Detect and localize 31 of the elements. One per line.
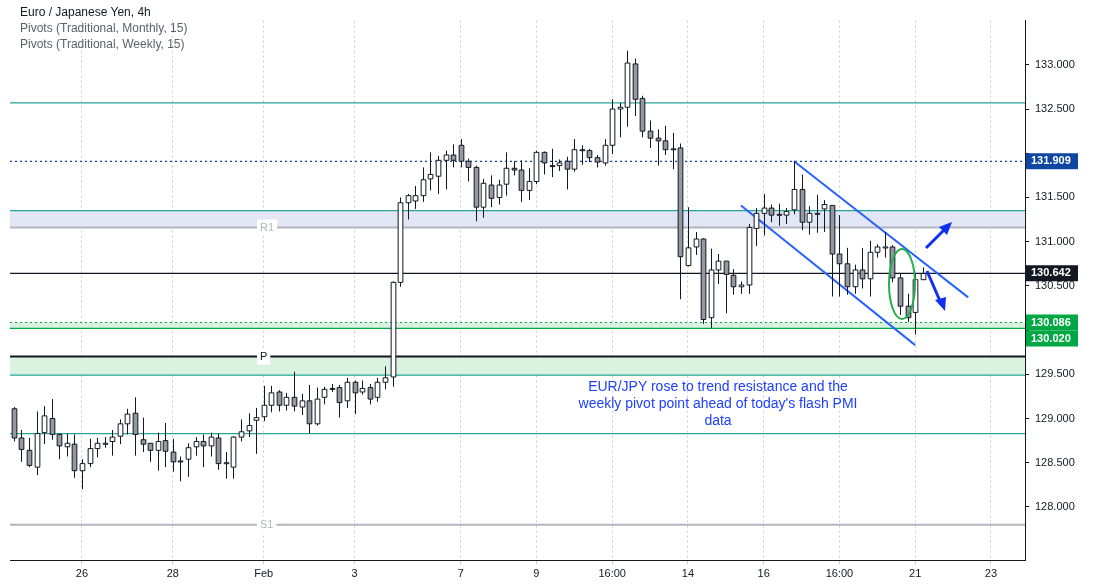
y-tick-label: 128.000 bbox=[1035, 499, 1075, 512]
y-tick-label: 131.000 bbox=[1035, 234, 1075, 247]
chart-title: Euro / Japanese Yen, 4h bbox=[20, 4, 152, 20]
x-tick-label: 16:00 bbox=[825, 566, 854, 579]
ref-line-label: 130.086 bbox=[1031, 315, 1071, 328]
x-tick-label: 9 bbox=[533, 566, 540, 579]
y-tick-label: 129.500 bbox=[1035, 367, 1075, 380]
x-tick-label: 14 bbox=[681, 566, 695, 579]
y-tick-label: 133.000 bbox=[1035, 57, 1075, 70]
ref-line-label: P bbox=[260, 349, 268, 362]
x-tick-label: 21 bbox=[909, 566, 922, 579]
ref-line-label: 131.909 bbox=[1031, 154, 1071, 167]
x-tick-label: 3 bbox=[351, 566, 358, 579]
ref-line-label: R1 bbox=[260, 220, 275, 233]
y-tick-label: 131.500 bbox=[1035, 190, 1075, 203]
x-tick-label: 16 bbox=[757, 566, 770, 579]
text: Pivots (Traditional, Monthly, 15) Pivots (Traditional, Weekly, 15) bbox=[20, 20, 188, 52]
x-tick-label: 16:00 bbox=[598, 566, 626, 579]
x-tick-label: 23 bbox=[984, 566, 998, 579]
y-tick-label: 129.000 bbox=[1035, 411, 1075, 424]
annotation: EUR/JPY rose to trend resistance and the weekly pivot point ahead of today's flash PMI data bbox=[577, 378, 859, 429]
y-tick-label: 128.500 bbox=[1035, 455, 1075, 468]
ref-line-label: 130.642 bbox=[1031, 266, 1071, 279]
x-tick-label: 26 bbox=[75, 566, 89, 579]
x-tick-label: 28 bbox=[166, 566, 179, 579]
ref-line-label: 130.020 bbox=[1031, 331, 1071, 344]
ref-line-label: S1 bbox=[260, 517, 274, 530]
y-tick-label: 130.500 bbox=[1035, 278, 1075, 291]
x-tick-label: 7 bbox=[457, 566, 464, 579]
x-tick-label: Feb bbox=[254, 566, 274, 579]
y-tick-label: 132.500 bbox=[1035, 102, 1075, 115]
